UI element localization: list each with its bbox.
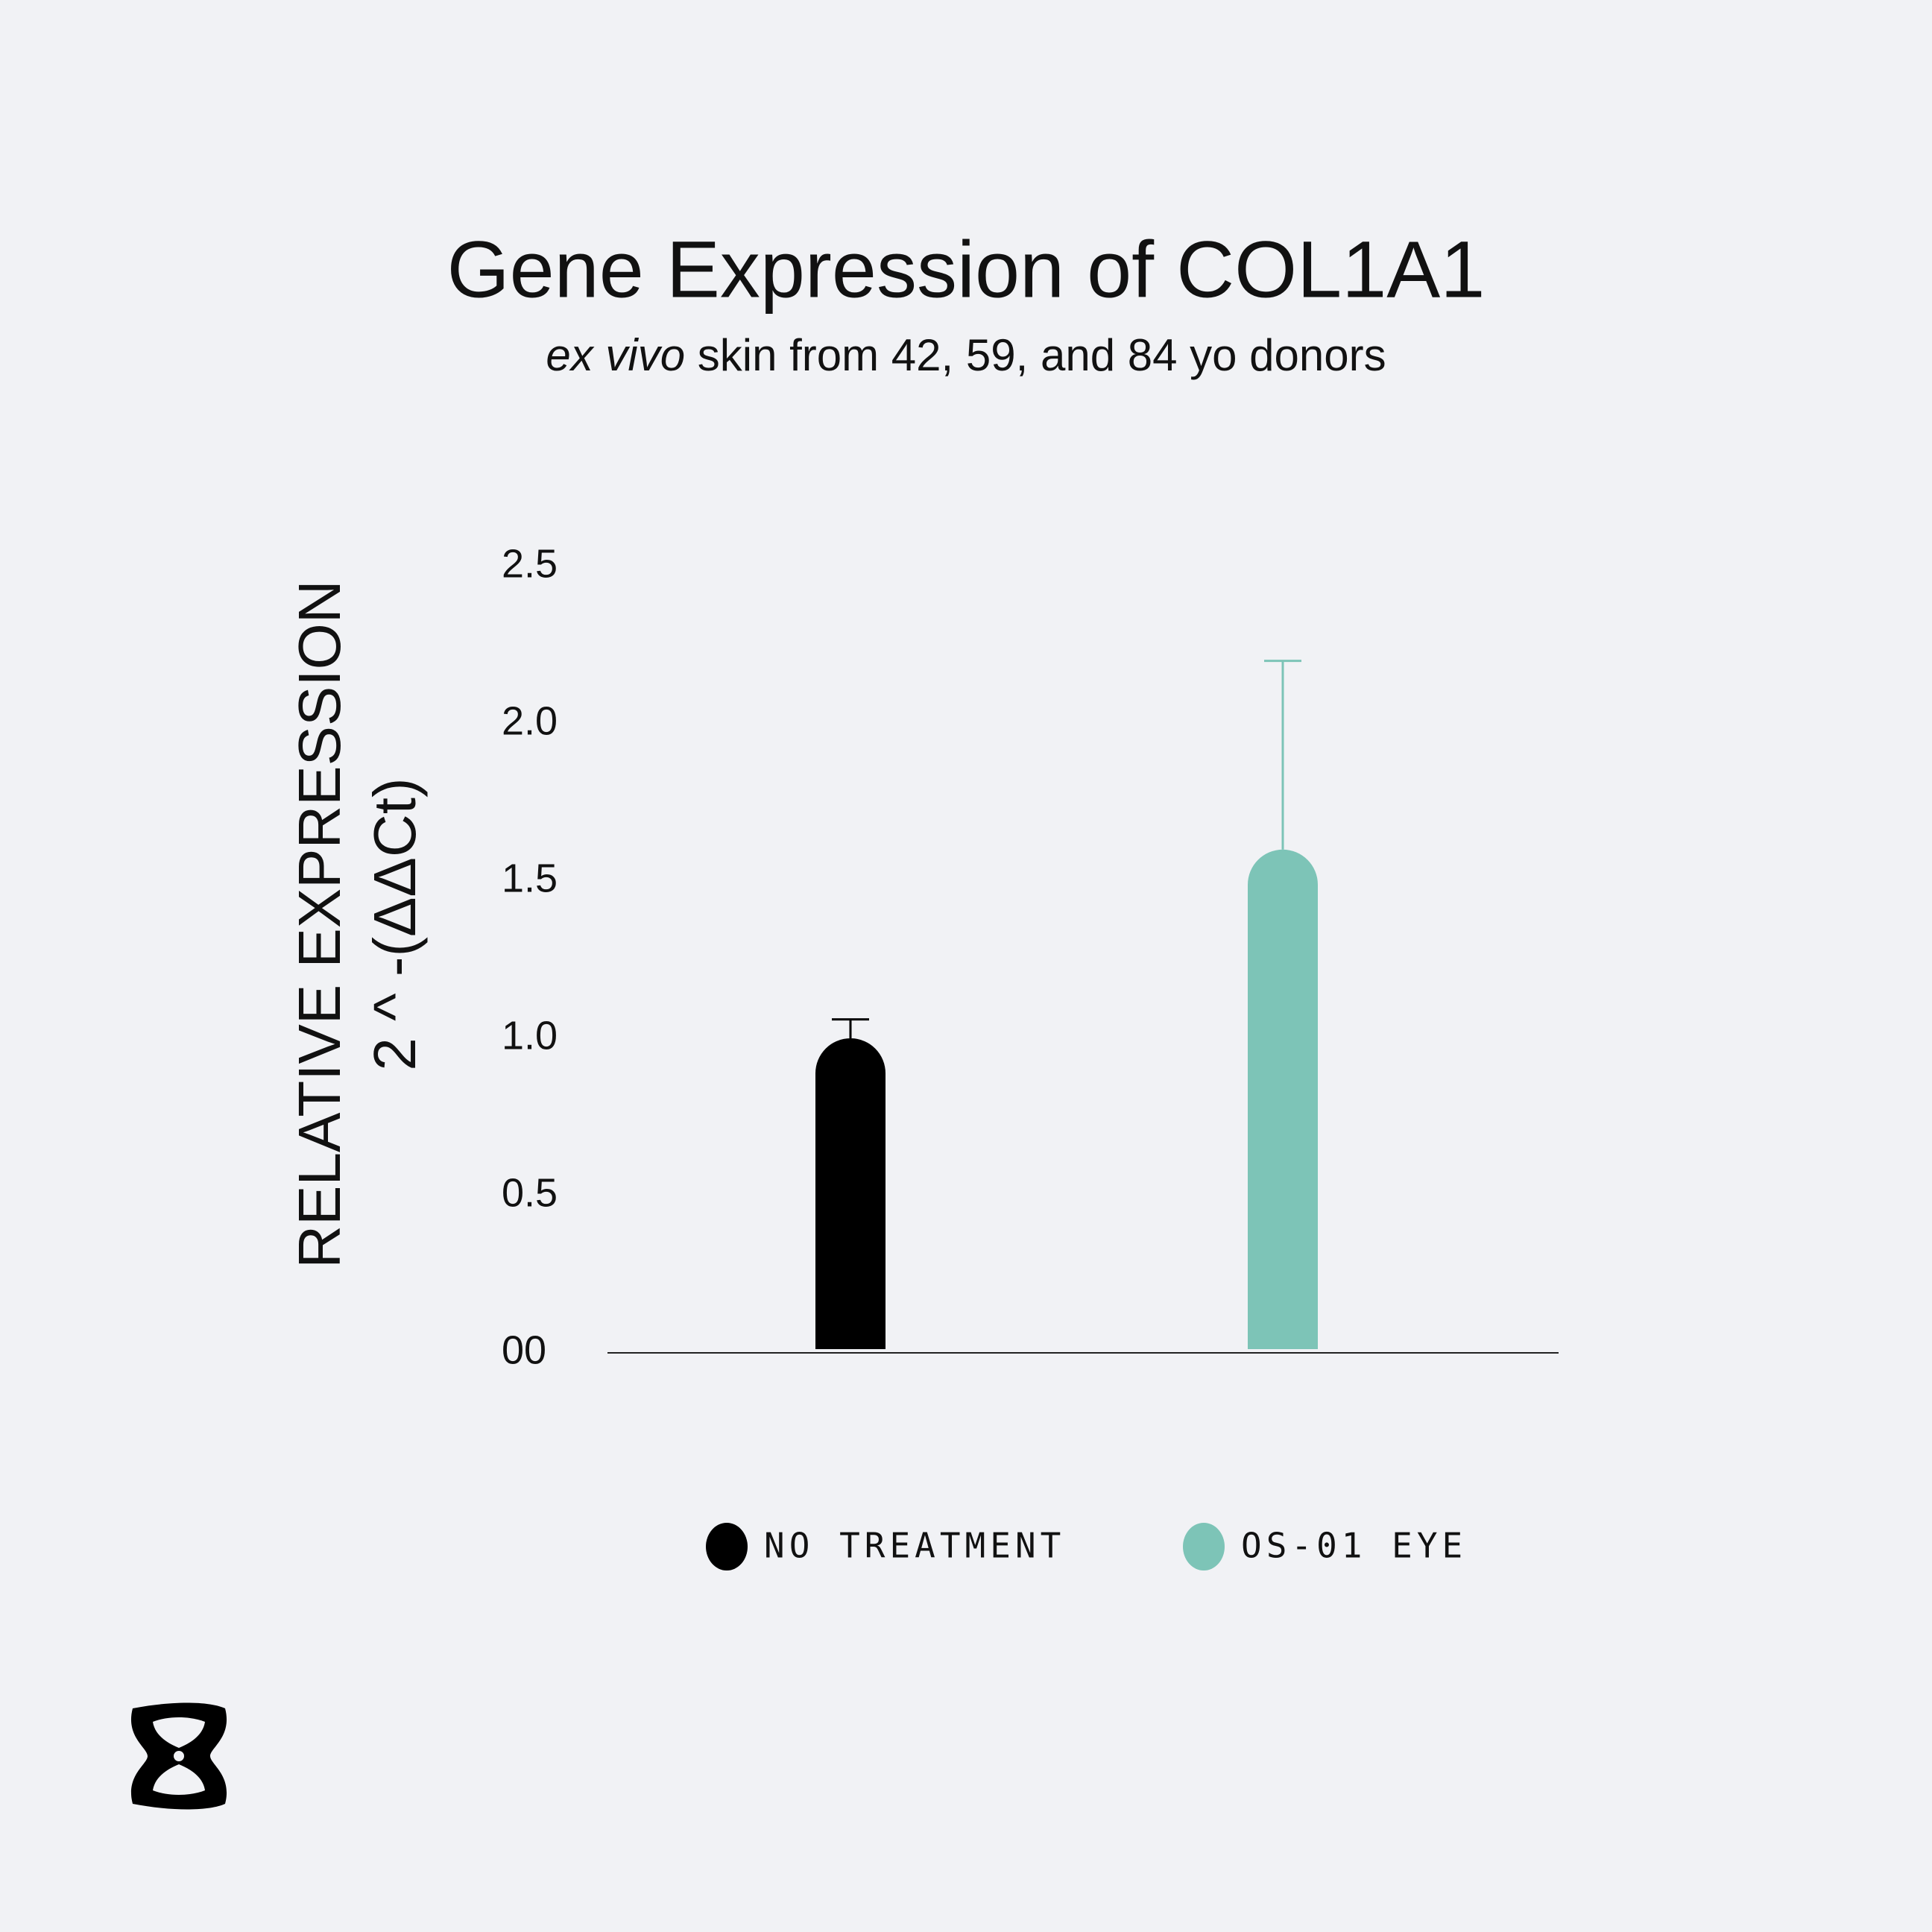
legend-label: OS-01 EYE — [1241, 1526, 1467, 1566]
error-bar — [1264, 660, 1301, 850]
bar — [1248, 849, 1318, 1349]
y-axis-label: 2 ^ -(ΔΔCt) — [362, 777, 428, 1070]
logo-dot — [174, 1751, 184, 1761]
y-tick-label: 2.5 — [502, 541, 558, 586]
logo-cut — [153, 1717, 205, 1748]
y-axis-label: RELATIVE EXPRESSION — [286, 580, 353, 1268]
subtitle-rest: skin from 42, 59, and 84 yo donors — [698, 330, 1386, 380]
y-tick-label: 0.5 — [502, 1170, 558, 1215]
legend-swatch — [706, 1523, 748, 1570]
y-tick-label: 00 — [502, 1328, 546, 1372]
chart-title: Gene Expression of COL1A1 — [447, 224, 1486, 315]
y-tick-label: 1.5 — [502, 856, 558, 900]
error-bar — [832, 1018, 869, 1038]
y-tick-label: 2.0 — [502, 698, 558, 743]
chart-subtitle: ex vivo skin from 42, 59, and 84 yo dono… — [546, 330, 1386, 380]
legend-swatch — [1183, 1523, 1225, 1570]
subtitle-italic: ex vivo — [546, 330, 685, 380]
y-tick-label: 1.0 — [502, 1013, 558, 1058]
logo-cut — [153, 1764, 205, 1795]
legend-label: NO TREATMENT — [764, 1526, 1065, 1566]
bar — [815, 1038, 886, 1349]
logo — [130, 1702, 227, 1810]
